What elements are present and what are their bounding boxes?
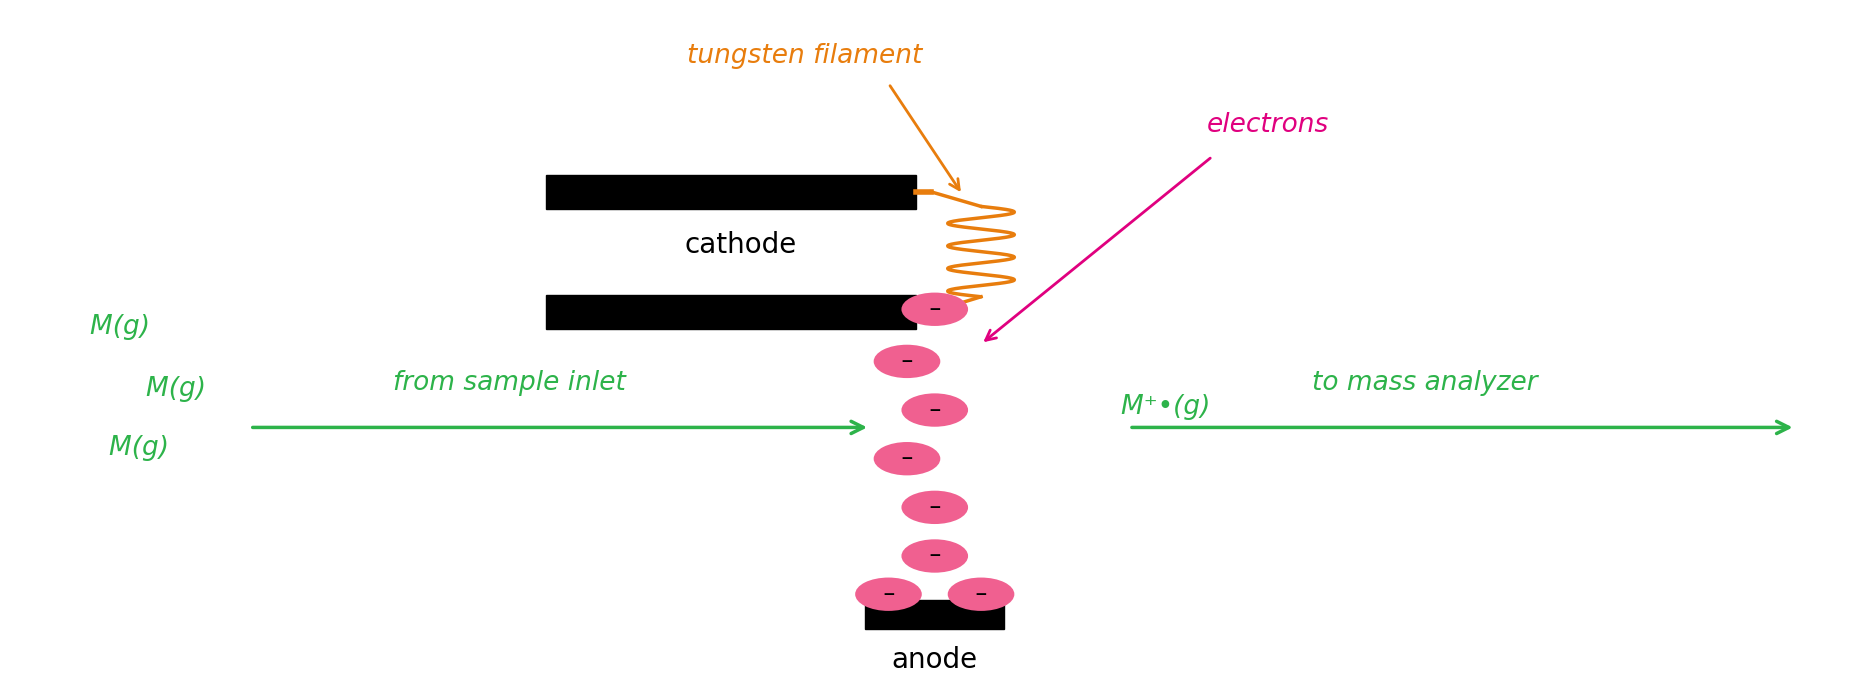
- Text: M(​g): M(​g): [146, 376, 205, 402]
- Ellipse shape: [901, 539, 968, 573]
- Text: cathode: cathode: [685, 231, 798, 259]
- Text: −: −: [929, 548, 940, 564]
- Text: −: −: [929, 402, 940, 418]
- Text: −: −: [901, 451, 913, 466]
- Text: M⁺•(​g): M⁺•(​g): [1122, 393, 1211, 420]
- Ellipse shape: [948, 578, 1014, 611]
- Text: M(​g): M(​g): [109, 435, 168, 461]
- Ellipse shape: [874, 442, 940, 475]
- Text: tungsten filament: tungsten filament: [687, 42, 924, 69]
- Bar: [546, 295, 916, 329]
- Text: −: −: [901, 354, 913, 369]
- Bar: [866, 600, 1003, 629]
- Text: anode: anode: [892, 646, 977, 674]
- Text: electrons: electrons: [1207, 112, 1329, 138]
- Text: −: −: [929, 500, 940, 515]
- Text: −: −: [929, 302, 940, 317]
- Text: −: −: [883, 587, 894, 602]
- Ellipse shape: [855, 578, 922, 611]
- Text: M(​g): M(​g): [91, 313, 150, 340]
- Text: −: −: [975, 587, 987, 602]
- Text: from sample inlet: from sample inlet: [392, 370, 626, 396]
- Text: to mass analyzer: to mass analyzer: [1312, 370, 1538, 396]
- Bar: [546, 175, 916, 208]
- Ellipse shape: [901, 393, 968, 427]
- Ellipse shape: [874, 345, 940, 378]
- Ellipse shape: [901, 491, 968, 524]
- Ellipse shape: [901, 293, 968, 326]
